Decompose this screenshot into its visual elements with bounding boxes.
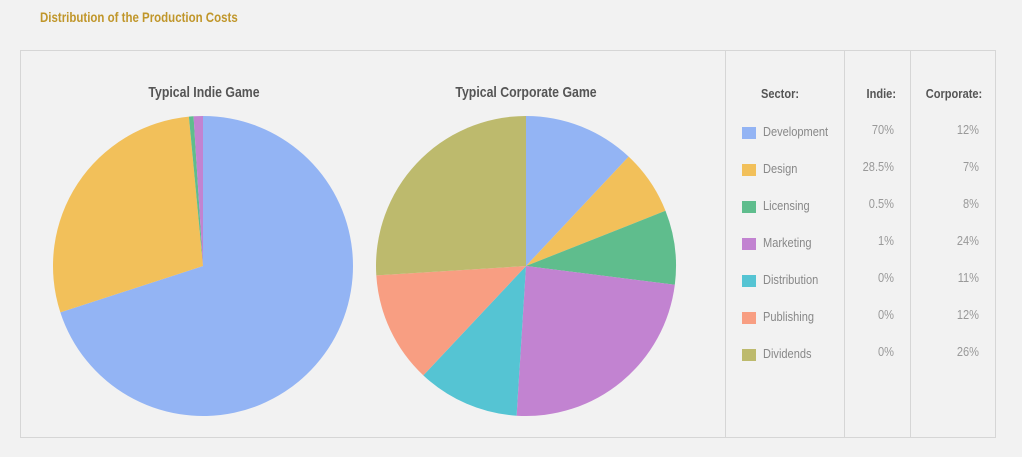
- indie-chart-title: Typical Indie Game: [148, 84, 260, 101]
- legend-swatch: [742, 238, 756, 250]
- legend-swatch: [742, 275, 756, 287]
- legend-label: Marketing: [763, 235, 812, 250]
- pie-slice-design: [53, 116, 203, 313]
- pie-slice-dividends: [376, 116, 526, 276]
- indie-value-cell: 0%: [878, 270, 894, 285]
- indie-value-cell: 70%: [871, 122, 894, 137]
- indie-header: Indie:: [866, 86, 896, 101]
- table-divider: [725, 51, 726, 437]
- indie-value-cell: 0.5%: [868, 196, 894, 211]
- pie-slice-distribution: [423, 266, 526, 416]
- corporate-value-cell: 12%: [956, 307, 979, 322]
- indie-value-cell: 0%: [878, 307, 894, 322]
- indie-value-cell: 28.5%: [862, 159, 894, 174]
- legend-swatch: [742, 312, 756, 324]
- pie-slice-marketing: [193, 116, 203, 266]
- legend-swatch: [742, 164, 756, 176]
- legend-label: Design: [763, 161, 798, 176]
- pie-slice-development: [60, 116, 353, 416]
- pie-slice-publishing: [376, 266, 526, 376]
- chart-panel: Typical Indie Game Typical Corporate Gam…: [20, 50, 996, 438]
- pie-slice-marketing: [516, 266, 675, 416]
- corporate-header: Corporate:: [925, 86, 983, 101]
- legend-label: Licensing: [763, 198, 810, 213]
- legend-label: Distribution: [763, 272, 819, 287]
- corporate-value-cell: 11%: [957, 270, 979, 285]
- pie-slice-licensing: [526, 210, 677, 285]
- legend-label: Publishing: [763, 309, 814, 324]
- legend-swatch: [742, 127, 756, 139]
- corporate-pie-chart: [376, 116, 677, 416]
- legend-swatch: [742, 349, 756, 361]
- indie-value-cell: 1%: [878, 233, 894, 248]
- corporate-value-cell: 7%: [963, 159, 979, 174]
- page-title: Distribution of the Production Costs: [40, 9, 238, 25]
- indie-value-cell: 0%: [878, 344, 894, 359]
- pie-slice-development: [526, 116, 629, 266]
- table-divider: [844, 51, 845, 437]
- corporate-value-cell: 24%: [956, 233, 979, 248]
- corporate-chart-title: Typical Corporate Game: [455, 84, 597, 101]
- corporate-value-cell: 26%: [956, 344, 979, 359]
- legend-label: Development: [763, 124, 829, 139]
- legend-swatch: [742, 201, 756, 213]
- legend-label: Dividends: [763, 346, 812, 361]
- table-divider: [910, 51, 911, 437]
- pie-slice-licensing: [188, 116, 203, 266]
- indie-pie-chart: [53, 116, 353, 416]
- corporate-value-cell: 12%: [956, 122, 979, 137]
- corporate-value-cell: 8%: [963, 196, 979, 211]
- pie-slice-design: [526, 156, 666, 266]
- sector-header: Sector:: [761, 86, 800, 101]
